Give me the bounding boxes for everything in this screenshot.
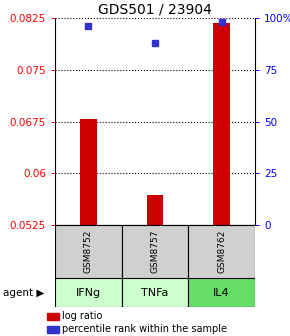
Text: IFNg: IFNg bbox=[76, 288, 101, 297]
Bar bbox=[47, 326, 59, 333]
Text: percentile rank within the sample: percentile rank within the sample bbox=[62, 324, 227, 334]
Text: IL4: IL4 bbox=[213, 288, 230, 297]
Bar bbox=[80, 119, 97, 225]
Bar bbox=[213, 23, 230, 225]
Bar bbox=[122, 225, 188, 278]
Bar bbox=[188, 278, 255, 307]
Bar bbox=[188, 225, 255, 278]
Bar bbox=[55, 278, 122, 307]
Text: log ratio: log ratio bbox=[62, 311, 102, 321]
Bar bbox=[47, 313, 59, 320]
Bar bbox=[147, 195, 163, 225]
Bar bbox=[122, 278, 188, 307]
Text: agent ▶: agent ▶ bbox=[3, 288, 44, 297]
Text: TNFa: TNFa bbox=[141, 288, 169, 297]
Text: GSM8762: GSM8762 bbox=[217, 230, 226, 273]
Text: GSM8752: GSM8752 bbox=[84, 230, 93, 273]
Text: GSM8757: GSM8757 bbox=[151, 230, 160, 273]
Title: GDS501 / 23904: GDS501 / 23904 bbox=[98, 3, 212, 17]
Bar bbox=[55, 225, 122, 278]
